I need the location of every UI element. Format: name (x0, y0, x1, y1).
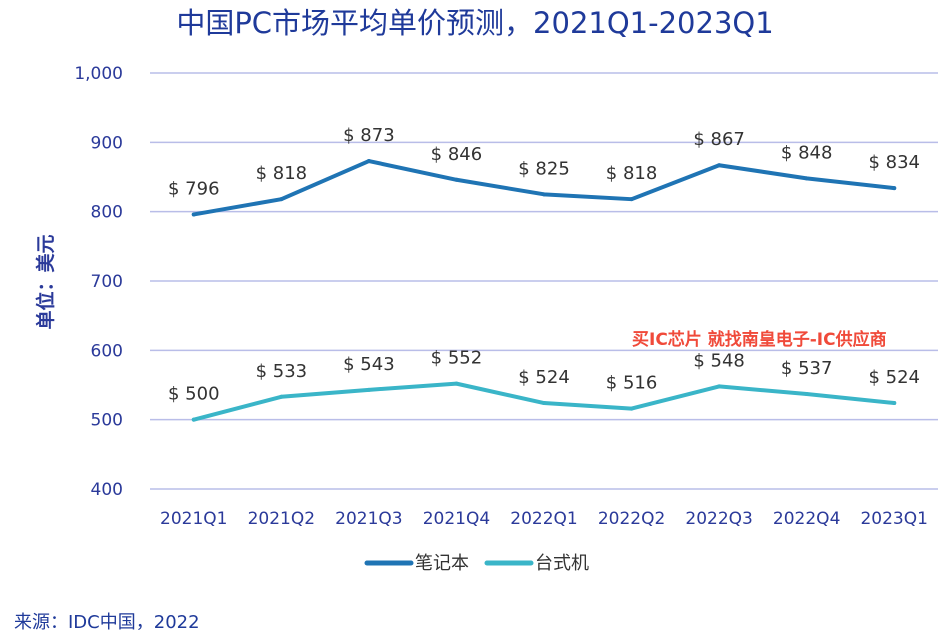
chart-title: 中国PC市场平均单价预测，2021Q1-2023Q1 (176, 6, 773, 40)
data-point (454, 381, 459, 386)
data-label: $ 524 (868, 367, 920, 388)
x-tick-label: 2021Q4 (423, 509, 490, 529)
data-label: $ 846 (431, 144, 483, 165)
y-tick-label: 1,000 (74, 64, 123, 84)
legend-label: 台式机 (535, 553, 589, 574)
data-label: $ 796 (168, 178, 220, 199)
grid-layer (150, 72, 938, 490)
data-label: $ 524 (518, 367, 570, 388)
x-tick-label: 2021Q1 (160, 509, 227, 529)
data-label: $ 533 (256, 361, 308, 382)
series-layer (191, 159, 897, 422)
data-point (804, 392, 809, 397)
data-label: $ 500 (168, 384, 220, 405)
data-label: $ 548 (693, 350, 745, 371)
data-point (892, 401, 897, 406)
x-tick-label: 2021Q3 (335, 509, 402, 529)
x-tick-label: 2022Q3 (685, 509, 752, 529)
data-point (366, 159, 371, 164)
data-point (279, 394, 284, 399)
legend: 笔记本 台式机 (364, 553, 589, 574)
y-tick-label: 400 (91, 480, 123, 500)
data-point (454, 177, 459, 182)
x-tick-label: 2022Q4 (773, 509, 840, 529)
y-tick-label: 900 (91, 133, 123, 153)
data-point (804, 176, 809, 181)
data-label: $ 543 (343, 354, 395, 375)
data-point (279, 197, 284, 202)
data-point (717, 384, 722, 389)
data-label: $ 867 (693, 129, 745, 150)
data-label: $ 834 (868, 152, 920, 173)
data-point (542, 401, 546, 406)
y-tick-label: 600 (91, 341, 123, 361)
data-point (629, 406, 634, 411)
y-axis-ticks: 400 500 600 700 800 900 1,000 (74, 64, 123, 500)
data-label: $ 873 (343, 125, 395, 146)
data-labels: $ 796 $ 818 $ 873 $ 846 $ 825 $ 818 $ 867 $ 848… (168, 125, 920, 405)
data-label: $ 848 (781, 142, 833, 163)
x-tick-label: 2021Q2 (248, 509, 315, 529)
data-point (629, 197, 634, 202)
data-label: $ 818 (256, 163, 308, 184)
data-label: $ 552 (431, 348, 483, 369)
y-tick-label: 800 (91, 203, 123, 223)
data-point (717, 163, 722, 168)
y-axis-label: 单位：美元 (34, 234, 57, 329)
watermark-text: 买IC芯片 就找南皇电子-IC供应商 (632, 329, 887, 350)
data-point (892, 186, 897, 191)
data-label: $ 818 (606, 163, 658, 184)
data-label: $ 516 (606, 373, 658, 394)
data-label: $ 537 (781, 358, 833, 379)
y-tick-label: 700 (91, 272, 123, 292)
data-point (366, 387, 371, 392)
data-label: $ 825 (518, 158, 570, 179)
source-note: 来源：IDC中国，2022 (14, 612, 200, 633)
x-tick-label: 2023Q1 (860, 509, 927, 529)
data-point (542, 192, 546, 197)
x-tick-label: 2022Q2 (598, 509, 665, 529)
x-axis-ticks: 2021Q1 2021Q2 2021Q3 2021Q4 2022Q1 2022Q2 2022… (160, 509, 928, 529)
x-tick-label: 2022Q1 (510, 509, 577, 529)
data-point (191, 212, 196, 217)
y-tick-label: 500 (91, 411, 123, 431)
legend-label: 笔记本 (415, 553, 469, 574)
data-point (191, 417, 196, 422)
